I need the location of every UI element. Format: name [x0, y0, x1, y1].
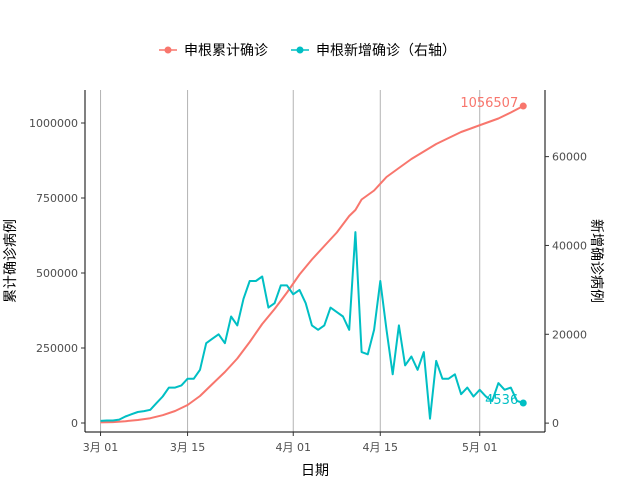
y-left-axis-title: 累计确诊病例: [3, 219, 19, 303]
y-left-tick-label: 500000: [36, 267, 78, 280]
x-tick-label: 5月 01: [462, 441, 498, 454]
y-left-tick-label: 750000: [36, 192, 78, 205]
legend-item-cumulative: 申根累计确诊: [159, 43, 268, 59]
y-right-tick-label: 60000: [552, 151, 587, 164]
legend: 申根累计确诊 申根新增确诊（右轴）: [159, 43, 456, 59]
legend-item-new: 申根新增确诊（右轴）: [291, 43, 456, 59]
y-right-tick-label: 20000: [552, 328, 587, 341]
series-line-new: [100, 231, 524, 422]
legend-label-cumulative: 申根累计确诊: [184, 43, 268, 59]
end-label-new: 4536: [485, 393, 518, 408]
series-end-point-cumulative: [519, 102, 527, 110]
legend-label-new: 申根新增确诊（右轴）: [316, 43, 456, 59]
y-right-axis-title: 新增确诊病例: [588, 219, 604, 303]
legend-point-cumulative: [164, 46, 172, 54]
series-layer: 1056507 4536: [100, 96, 527, 424]
y-right-tick-label: 0: [552, 417, 559, 430]
legend-point-new: [296, 46, 304, 54]
y-right-tick-label: 40000: [552, 239, 587, 252]
axes: 日期 累计确诊病例 新增确诊病例 3月 01 3月 15 4月 01 4月 15 5月 …: [3, 90, 604, 479]
x-tick-label: 4月 15: [363, 441, 399, 454]
x-tick-label: 3月 01: [83, 441, 119, 454]
x-axis-title: 日期: [301, 463, 329, 479]
series-line-cumulative: [100, 105, 524, 424]
plot-panel: [100, 90, 481, 432]
series-end-point-new: [519, 399, 527, 407]
x-tick-label: 3月 15: [170, 441, 206, 454]
x-tick-label: 4月 01: [275, 441, 311, 454]
y-left-tick-label: 0: [71, 417, 78, 430]
y-left-tick-label: 250000: [36, 342, 78, 355]
y-left-tick-label: 1000000: [29, 117, 78, 130]
end-label-cumulative: 1056507: [460, 96, 518, 111]
